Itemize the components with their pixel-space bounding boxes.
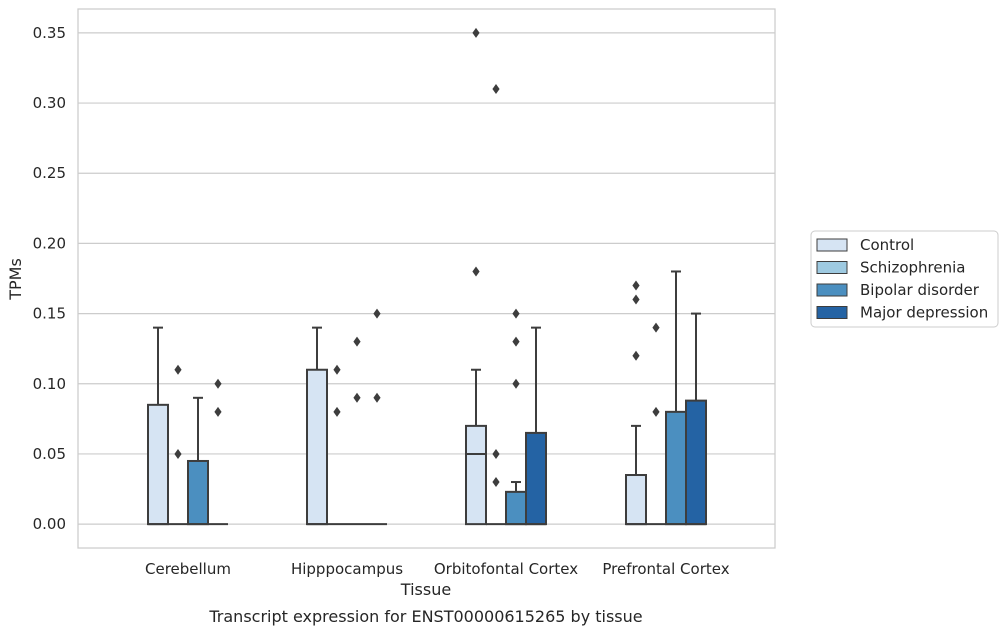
box-1-0 bbox=[306, 326, 328, 526]
y-tick-label: 0.35 bbox=[33, 24, 66, 42]
box-2-1 bbox=[486, 84, 506, 526]
x-tick-label: Orbitofontal Cortex bbox=[434, 560, 578, 578]
box-0-0 bbox=[147, 326, 169, 526]
outlier-point bbox=[373, 392, 381, 403]
box-rect bbox=[505, 490, 527, 526]
outlier-point bbox=[214, 378, 222, 389]
plot-frame bbox=[77, 8, 776, 549]
y-tick-label: 0.00 bbox=[33, 515, 66, 533]
box-0-1 bbox=[168, 364, 188, 526]
outlier-point bbox=[632, 280, 640, 291]
outlier-point bbox=[472, 266, 480, 277]
outlier-point bbox=[333, 364, 341, 375]
outlier-point bbox=[373, 308, 381, 319]
box-2-2 bbox=[505, 308, 527, 526]
grid-lines bbox=[78, 32, 775, 525]
legend-swatch bbox=[816, 261, 848, 274]
x-tick-label: Cerebellum bbox=[145, 560, 231, 578]
outlier-point bbox=[492, 448, 500, 459]
y-tick-label: 0.05 bbox=[33, 445, 66, 463]
box-2-3 bbox=[525, 326, 547, 526]
outlier-point bbox=[353, 336, 361, 347]
outlier-point bbox=[652, 322, 660, 333]
legend-label: Control bbox=[860, 236, 914, 254]
box-0-3 bbox=[208, 378, 228, 526]
box-1-1 bbox=[327, 364, 347, 526]
box-3-3 bbox=[685, 312, 707, 526]
legend-swatch bbox=[816, 306, 848, 319]
box-rect bbox=[525, 431, 547, 526]
outlier-point bbox=[512, 308, 520, 319]
box-3-2 bbox=[665, 270, 687, 526]
y-tick-label: 0.10 bbox=[33, 375, 66, 393]
outlier-point bbox=[632, 350, 640, 361]
outlier-point bbox=[492, 477, 500, 488]
chart-caption: Transcript expression for ENST0000061526… bbox=[208, 607, 642, 626]
x-tick-label: Prefrontal Cortex bbox=[602, 560, 729, 578]
box-3-0 bbox=[625, 280, 647, 526]
outlier-point bbox=[353, 392, 361, 403]
legend-label: Schizophrenia bbox=[860, 259, 965, 277]
outlier-point bbox=[512, 336, 520, 347]
box-1-3 bbox=[367, 308, 387, 526]
box-rect bbox=[625, 474, 647, 526]
outlier-point bbox=[174, 364, 182, 375]
legend-swatch bbox=[816, 283, 848, 297]
outlier-point bbox=[652, 406, 660, 417]
y-axis-ticks: 0.00 0.05 0.10 0.15 0.20 0.25 0.30 0.35 bbox=[33, 24, 66, 533]
outlier-point bbox=[333, 406, 341, 417]
outlier-point bbox=[214, 406, 222, 417]
y-tick-label: 0.20 bbox=[33, 234, 66, 252]
plot-area bbox=[147, 27, 707, 526]
box-3-1 bbox=[646, 322, 666, 526]
legend-swatch bbox=[816, 238, 848, 252]
y-tick-label: 0.15 bbox=[33, 305, 66, 323]
box-1-2 bbox=[347, 336, 367, 526]
x-axis-ticks: Cerebellum Hipppocampus Orbitofontal Corte… bbox=[145, 560, 730, 578]
legend: Control Schizophrenia Bipolar disorder Majo… bbox=[810, 230, 999, 328]
outlier-point bbox=[472, 27, 480, 38]
x-tick-label: Hipppocampus bbox=[291, 560, 403, 578]
outlier-point bbox=[512, 378, 520, 389]
box-rect bbox=[685, 399, 707, 526]
box-rect bbox=[465, 424, 487, 526]
legend-frame bbox=[810, 230, 999, 328]
y-axis-label: TPMs bbox=[6, 258, 25, 301]
legend-label: Major depression bbox=[860, 304, 988, 322]
outlier-point bbox=[632, 294, 640, 305]
x-axis-label: Tissue bbox=[400, 580, 451, 599]
box-rect bbox=[187, 459, 209, 526]
y-tick-label: 0.30 bbox=[33, 94, 66, 112]
outlier-point bbox=[174, 448, 182, 459]
box-rect bbox=[147, 403, 169, 526]
box-2-0 bbox=[465, 27, 487, 526]
y-tick-label: 0.25 bbox=[33, 164, 66, 182]
box-0-2 bbox=[187, 396, 209, 526]
legend-label: Bipolar disorder bbox=[860, 281, 980, 299]
box-rect bbox=[306, 368, 328, 526]
box-rect bbox=[665, 410, 687, 526]
outlier-point bbox=[492, 84, 500, 95]
